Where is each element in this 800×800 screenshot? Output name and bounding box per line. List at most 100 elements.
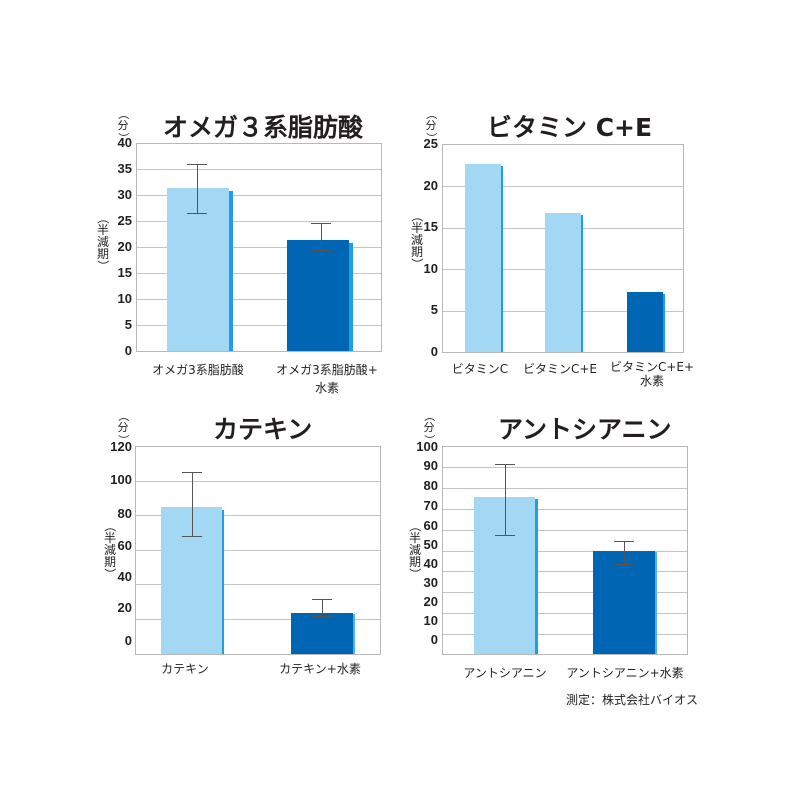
- y-tick: 60: [423, 518, 438, 533]
- x-label: アントシアニン+水素: [566, 666, 684, 680]
- y-axis-label: （ 半 減 期 ）: [96, 211, 110, 272]
- y-tick: 10: [423, 613, 438, 628]
- y-tick: 100: [110, 472, 132, 487]
- gridline: [136, 619, 380, 620]
- footnote: 測定：株式会社バイオス: [566, 693, 699, 707]
- chart-title: アントシアニン: [498, 415, 672, 444]
- error-cap: [614, 541, 634, 542]
- gridline: [137, 195, 381, 196]
- x-label: ビタミンC+E+ 水素: [609, 360, 695, 388]
- error-cap: [495, 535, 515, 536]
- plot-area: [442, 144, 684, 353]
- chart-title: ビタミン C+E: [487, 113, 653, 142]
- y-tick: 120: [110, 439, 132, 454]
- error-cap: [311, 223, 331, 224]
- error-bar: [197, 164, 198, 213]
- y-tick: 40: [117, 569, 132, 584]
- error-bar: [322, 599, 323, 616]
- gridline: [137, 169, 381, 170]
- y-tick: 80: [423, 478, 438, 493]
- error-cap: [182, 536, 202, 537]
- error-cap: [182, 472, 202, 473]
- bar-vitamin-ce-hydrogen: [627, 292, 665, 352]
- error-bar: [505, 464, 506, 535]
- y-tick: 30: [423, 575, 438, 590]
- plot-area: [135, 446, 381, 655]
- chart-title: オメガ３系脂肪酸: [163, 113, 364, 142]
- y-tick: 0: [124, 633, 132, 648]
- y-tick: 25: [423, 136, 438, 151]
- x-label: オメガ3系脂肪酸+ 水素: [276, 363, 378, 395]
- y-tick: 80: [117, 506, 132, 521]
- gridline: [443, 592, 687, 593]
- gridline: [136, 515, 380, 516]
- gridline: [137, 247, 381, 248]
- x-label: アントシアニン: [463, 666, 547, 680]
- y-tick: 25: [117, 213, 132, 228]
- error-cap: [614, 564, 634, 565]
- bar-catechin: [161, 507, 224, 654]
- bar-anthocyanin: [474, 497, 538, 654]
- unit-label: （ 分 ）: [117, 108, 130, 144]
- y-tick: 0: [430, 344, 438, 359]
- chart-title: カテキン: [213, 415, 313, 444]
- x-label: カテキン+水素: [279, 662, 361, 676]
- y-tick: 5: [124, 317, 132, 332]
- gridline: [137, 325, 381, 326]
- y-tick: 20: [117, 239, 132, 254]
- gridline: [443, 186, 683, 187]
- gridline: [443, 509, 687, 510]
- y-tick: 15: [423, 219, 438, 234]
- error-cap: [495, 464, 515, 465]
- y-tick: 10: [423, 261, 438, 276]
- bar-vitamin-ce: [545, 213, 583, 352]
- x-label: ビタミンC+E: [522, 362, 598, 376]
- gridline: [443, 530, 687, 531]
- y-tick: 10: [117, 291, 132, 306]
- y-tick: 50: [423, 537, 438, 552]
- gridline: [137, 299, 381, 300]
- x-label: カテキン: [161, 662, 209, 676]
- y-tick: 20: [423, 594, 438, 609]
- unit-label: （ 分 ）: [423, 410, 436, 446]
- gridline: [443, 634, 687, 635]
- y-axis-label: （ 半 減 期 ）: [103, 519, 117, 580]
- y-axis-label: （ 半 減 期 ）: [408, 519, 422, 580]
- x-label: オメガ3系脂肪酸: [152, 363, 244, 377]
- y-tick: 20: [117, 600, 132, 615]
- y-tick: 40: [117, 135, 132, 150]
- y-tick: 100: [416, 439, 438, 454]
- y-tick: 15: [117, 265, 132, 280]
- gridline: [443, 571, 687, 572]
- error-cap: [187, 213, 207, 214]
- error-cap: [311, 250, 331, 251]
- y-tick: 40: [423, 556, 438, 571]
- gridline: [137, 221, 381, 222]
- bar-omega3-hydrogen: [287, 240, 353, 351]
- y-tick: 70: [423, 498, 438, 513]
- y-tick: 0: [124, 343, 132, 358]
- plot-area: [136, 143, 382, 352]
- gridline: [443, 488, 687, 489]
- gridline: [443, 467, 687, 468]
- bar-catechin-hydrogen: [291, 613, 355, 654]
- y-tick: 5: [430, 302, 438, 317]
- gridline: [137, 273, 381, 274]
- bar-anthocyanin-hydrogen: [593, 551, 657, 654]
- unit-label: （ 分 ）: [117, 410, 130, 446]
- gridline: [443, 613, 687, 614]
- y-tick: 20: [423, 178, 438, 193]
- error-cap: [312, 599, 332, 600]
- y-tick: 35: [117, 161, 132, 176]
- gridline: [136, 550, 380, 551]
- y-tick: 60: [117, 538, 132, 553]
- error-cap: [187, 164, 207, 165]
- y-tick: 30: [117, 187, 132, 202]
- unit-label: （ 分 ）: [425, 108, 438, 144]
- bar-omega3: [167, 188, 233, 351]
- error-bar: [192, 472, 193, 536]
- plot-area: [442, 446, 688, 655]
- x-label: ビタミンC: [451, 362, 509, 376]
- gridline: [136, 584, 380, 585]
- error-bar: [321, 223, 322, 250]
